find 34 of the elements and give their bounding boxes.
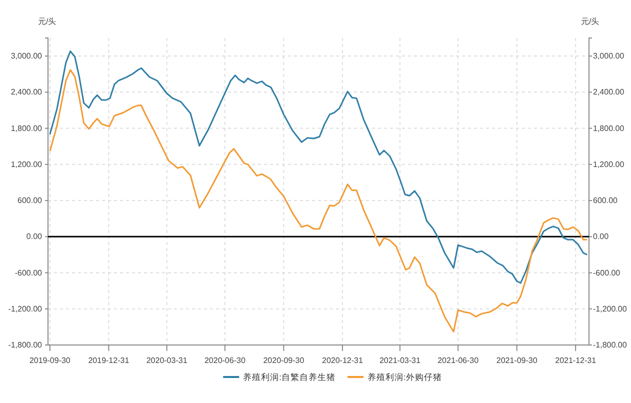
y-tick-label: -1,200.00 (8, 304, 43, 314)
y2-tick-label: 1,800.00 (593, 124, 625, 133)
x-tick-label: 2020-09-30 (263, 356, 305, 365)
y-axis-title: 元/头 (38, 17, 56, 26)
y-tick-label: -1,800.00 (8, 340, 43, 350)
x-tick-label: 2021-09-30 (496, 356, 538, 365)
y2-tick-label: 600.00 (593, 196, 618, 206)
y2-tick-label: 1,200.00 (593, 160, 625, 169)
y-tick-label: 2,400.00 (10, 88, 43, 97)
y-tick-label: 1,800.00 (10, 124, 43, 133)
y-tick-label: 600.00 (18, 196, 43, 206)
y-tick-label: 0.00 (26, 232, 43, 242)
y2-tick-label: -1,200.00 (593, 304, 628, 314)
x-tick-label: 2021-06-30 (438, 356, 480, 365)
y2-tick-label: 3,000.00 (593, 52, 625, 61)
x-tick-label: 2020-03-31 (146, 356, 188, 365)
x-tick-label: 2020-12-31 (322, 356, 364, 365)
x-tick-label: 2021-12-31 (555, 356, 597, 365)
x-tick-label: 2020-06-30 (204, 356, 246, 365)
y2-tick-label: 2,400.00 (593, 88, 625, 97)
y-tick-label: -600.00 (14, 268, 43, 278)
legend-label: 养殖利润:自繁自养生猪 (243, 372, 336, 382)
y-tick-label: 3,000.00 (10, 52, 43, 61)
y2-tick-label: 0.00 (593, 232, 610, 242)
line-series (49, 69, 588, 333)
legend-label: 养殖利润:外购仔猪 (368, 372, 442, 382)
y2-tick-label: -1,800.00 (593, 340, 628, 350)
x-tick-label: 2021-03-31 (379, 356, 421, 365)
x-tick-label: 2019-12-31 (88, 356, 130, 365)
y2-axis-title: 元/头 (581, 17, 600, 26)
y2-tick-label: -600.00 (593, 268, 621, 278)
y-tick-label: 1,200.00 (10, 160, 43, 169)
line-series (49, 50, 588, 284)
x-tick-label: 2019-09-30 (29, 356, 71, 365)
